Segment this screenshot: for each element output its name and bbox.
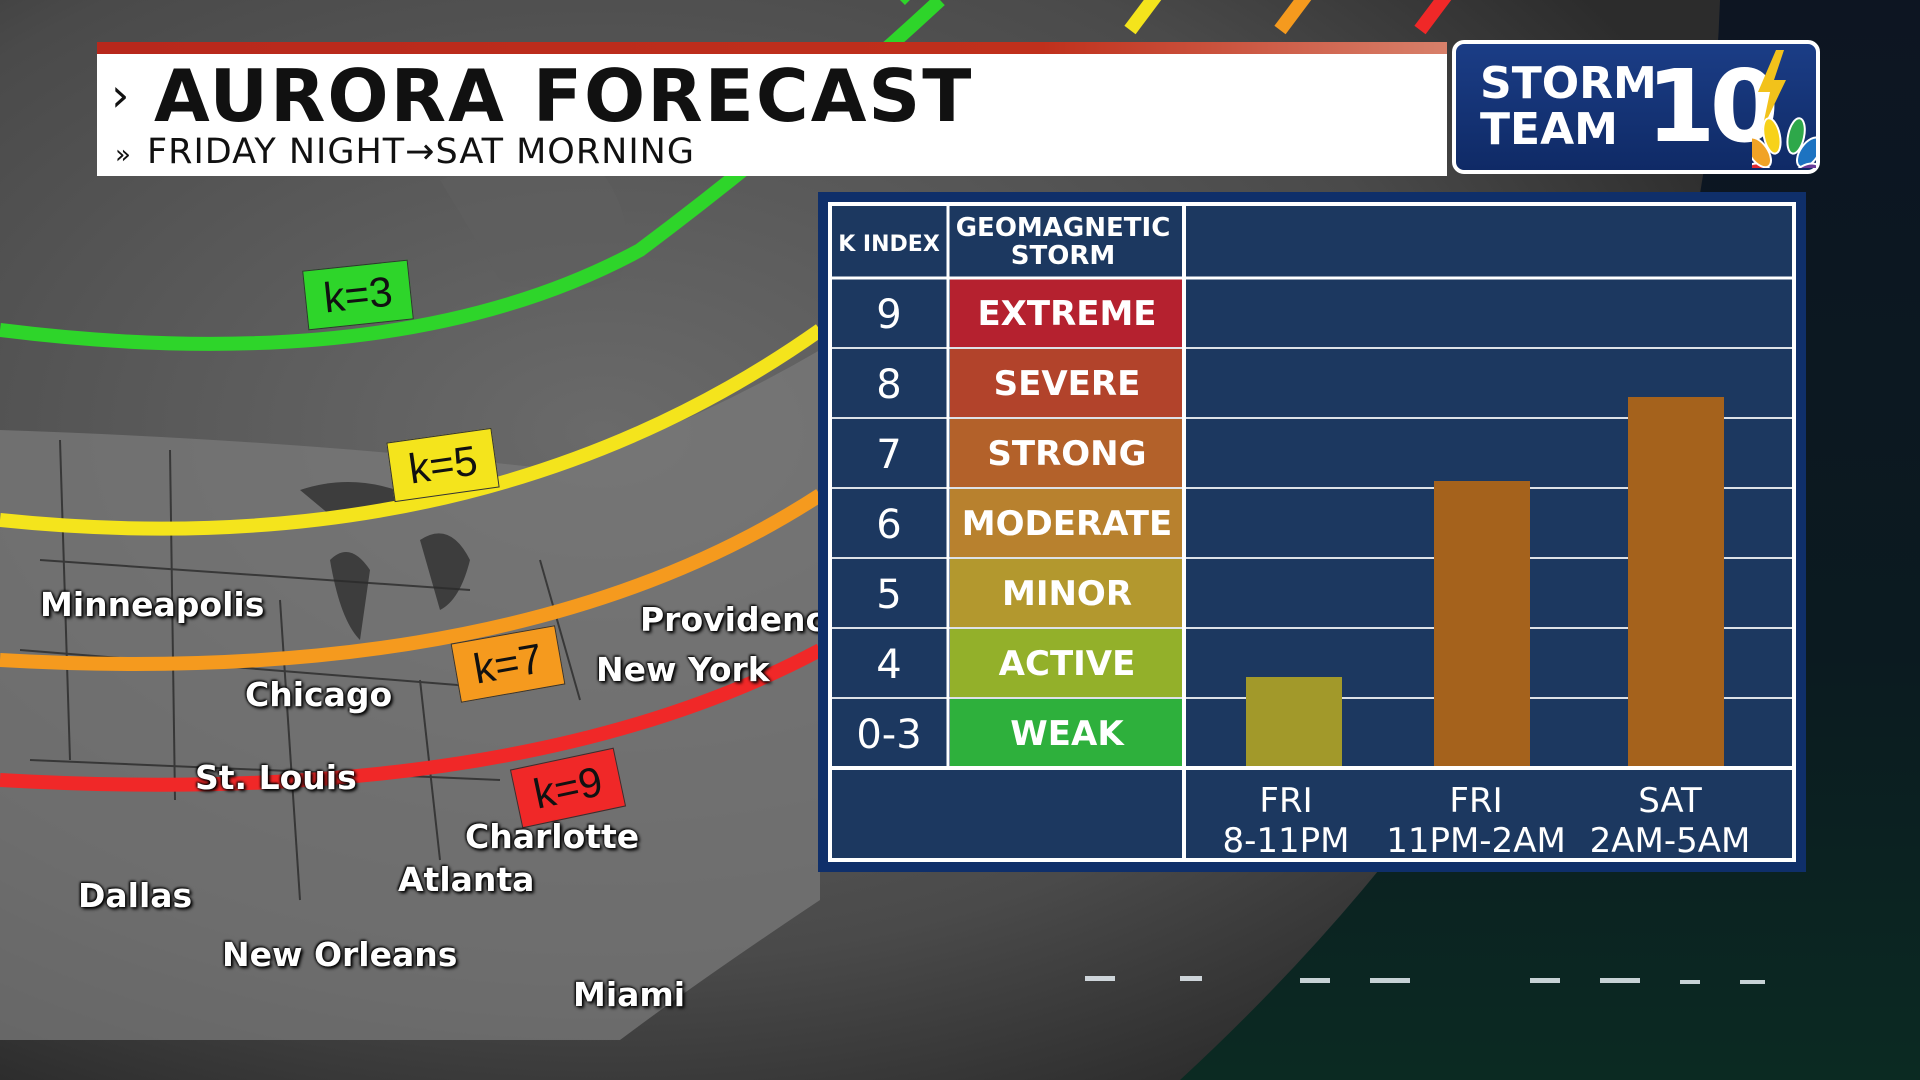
k7-line xyxy=(0,489,824,671)
x-label-2-line2: 2AM-5AM xyxy=(1590,821,1751,861)
header-k-index: K INDEX xyxy=(838,232,940,257)
city-st-louis: St. Louis xyxy=(195,758,357,797)
logo-line1: STORM xyxy=(1480,58,1657,109)
bar-2 xyxy=(1628,397,1724,766)
x-label-1-line2: 11PM-2AM xyxy=(1386,821,1566,861)
city-new-york: New York xyxy=(596,650,770,689)
storm-cell-moderate xyxy=(950,489,1184,557)
storm-label-minor: MINOR xyxy=(1002,574,1132,614)
storm-label-severe: SEVERE xyxy=(994,364,1141,404)
k-index-chart: 9 EXTREME 8 SEVERE 7 STRONG 6 MODERATE 5 MINOR 4 AC… xyxy=(818,192,1806,872)
city-chicago: Chicago xyxy=(245,675,393,714)
page-subtitle: FRIDAY NIGHT→SAT MORNING xyxy=(147,132,695,172)
k5-line xyxy=(0,324,825,536)
k-value-7: 7 xyxy=(876,432,901,478)
banner-accent-bar xyxy=(97,42,1447,54)
city-minneapolis: Minneapolis xyxy=(40,585,265,624)
k-value-4: 4 xyxy=(876,642,901,688)
city-atlanta: Atlanta xyxy=(398,860,535,899)
chevron-right-icon: › xyxy=(111,68,130,122)
k9-line xyxy=(0,643,824,792)
storm-cell-severe xyxy=(950,349,1184,417)
city-charlotte: Charlotte xyxy=(465,817,640,856)
k-value-8: 8 xyxy=(876,362,901,408)
bars xyxy=(1246,397,1724,766)
x-label-1-line1: FRI xyxy=(1449,781,1502,821)
station-logo: STORM TEAM 10 xyxy=(1452,40,1820,174)
double-chevron-icon: » xyxy=(115,140,131,170)
bar-1 xyxy=(1434,481,1530,766)
storm-label-strong: STRONG xyxy=(987,434,1146,474)
storm-cell-minor xyxy=(950,559,1184,627)
k-value-5: 5 xyxy=(876,572,901,618)
storm-label-weak: WEAK xyxy=(1010,714,1125,754)
city-miami: Miami xyxy=(573,975,686,1014)
k-value-0-3: 0-3 xyxy=(856,712,921,758)
x-label-0-line1: FRI xyxy=(1259,781,1312,821)
peacock-icon xyxy=(1752,117,1816,168)
storm-label-active: ACTIVE xyxy=(999,644,1136,684)
city-dallas: Dallas xyxy=(78,876,193,915)
city-providence: Providence xyxy=(640,600,848,639)
k-value-6: 6 xyxy=(876,502,901,548)
storm-label-moderate: MODERATE xyxy=(962,504,1172,544)
header-geomagnetic-storm: GEOMAGNETIC STORM xyxy=(956,213,1171,271)
page-title: AURORA FORECAST xyxy=(154,54,974,138)
lightning-bolt-icon xyxy=(1758,50,1786,130)
storm-cell-strong xyxy=(950,419,1184,487)
x-label-0-line2: 8-11PM xyxy=(1222,821,1349,861)
scale-rows: 9 EXTREME 8 SEVERE 7 STRONG 6 MODERATE 5 MINOR 4 AC… xyxy=(856,279,1184,767)
bar-0 xyxy=(1246,677,1342,766)
k-value-9: 9 xyxy=(876,292,901,338)
x-label-2-line1: SAT xyxy=(1638,781,1702,821)
storm-cell-extreme xyxy=(950,279,1184,347)
logo-line2: TEAM xyxy=(1480,104,1618,155)
storm-label-extreme: EXTREME xyxy=(977,294,1156,334)
title-banner: › AURORA FORECAST » FRIDAY NIGHT→SAT MOR… xyxy=(97,42,1447,176)
storm-cell-weak xyxy=(950,699,1184,767)
storm-cell-active xyxy=(950,629,1184,697)
k3-label: k=3 xyxy=(302,259,414,331)
city-new-orleans: New Orleans xyxy=(222,935,458,974)
